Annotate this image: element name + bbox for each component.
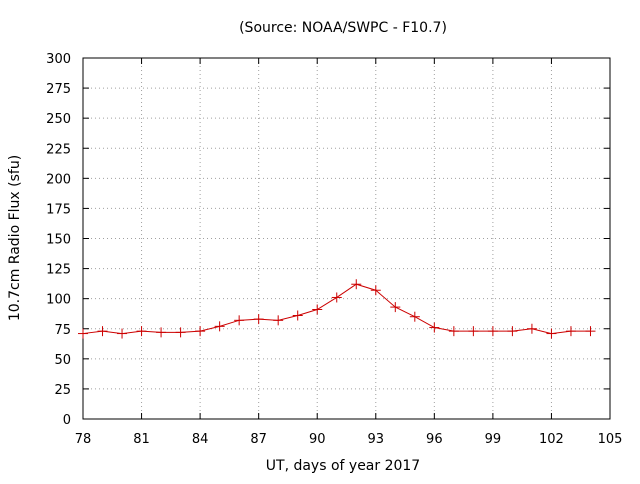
data-point-marker — [214, 321, 225, 332]
x-axis-label: UT, days of year 2017 — [266, 458, 420, 474]
y-tick-label: 100 — [46, 293, 71, 308]
y-tick-label: 300 — [46, 52, 71, 67]
y-tick-label: 275 — [46, 82, 71, 97]
x-tick-label: 78 — [75, 432, 92, 447]
y-tick-label: 150 — [46, 233, 71, 248]
data-point-marker — [526, 323, 537, 334]
data-point-marker — [175, 327, 186, 338]
x-tick-label: 105 — [598, 432, 623, 447]
data-point-marker — [253, 314, 264, 325]
data-point-marker — [331, 292, 342, 303]
series-layer — [78, 279, 596, 339]
y-tick-label: 25 — [54, 383, 71, 398]
data-point-marker — [312, 304, 323, 315]
data-point-marker — [487, 326, 498, 337]
x-tick-label: 93 — [368, 432, 385, 447]
data-point-marker — [448, 326, 459, 337]
data-point-marker — [273, 315, 284, 326]
data-point-marker — [409, 311, 420, 322]
y-tick-label: 75 — [54, 323, 71, 338]
y-tick-label: 125 — [46, 263, 71, 278]
grid-layer — [83, 58, 610, 419]
data-point-marker — [234, 315, 245, 326]
data-point-marker — [507, 326, 518, 337]
data-point-marker — [370, 285, 381, 296]
y-tick-label: 200 — [46, 172, 71, 187]
data-point-marker — [565, 326, 576, 337]
data-point-marker — [468, 326, 479, 337]
data-point-marker — [156, 327, 167, 338]
y-tick-label: 0 — [63, 413, 71, 428]
data-point-marker — [78, 328, 88, 339]
y-tick-label: 225 — [46, 142, 71, 157]
data-point-marker — [117, 328, 128, 339]
y-tick-label: 250 — [46, 112, 71, 127]
data-point-marker — [546, 328, 557, 339]
y-tick-label: 175 — [46, 202, 71, 217]
axis-layer: 78 81 84 87 90 93 96 99 102 105 0 25 50 75 100 125 150 17… — [46, 52, 622, 447]
x-tick-label: 102 — [539, 432, 564, 447]
data-point-marker — [292, 310, 303, 321]
x-tick-label: 81 — [133, 432, 150, 447]
plot-frame — [82, 57, 611, 420]
x-tick-label: 90 — [309, 432, 326, 447]
data-point-marker — [97, 326, 108, 337]
x-tick-label: 96 — [426, 432, 443, 447]
y-axis-label: 10.7cm Radio Flux (sfu) — [7, 155, 23, 321]
data-point-marker — [195, 326, 206, 337]
data-point-marker — [390, 302, 401, 313]
x-tick-label: 87 — [250, 432, 267, 447]
data-point-marker — [351, 279, 362, 290]
y-tick-label: 50 — [54, 353, 71, 368]
data-point-marker — [429, 322, 440, 333]
chart-title: (Source: NOAA/SWPC - F10.7) — [239, 20, 447, 36]
data-point-marker — [585, 326, 596, 337]
x-tick-label: 99 — [485, 432, 502, 447]
series-line — [82, 283, 591, 335]
x-tick-label: 84 — [192, 432, 209, 447]
data-point-marker — [136, 326, 147, 337]
